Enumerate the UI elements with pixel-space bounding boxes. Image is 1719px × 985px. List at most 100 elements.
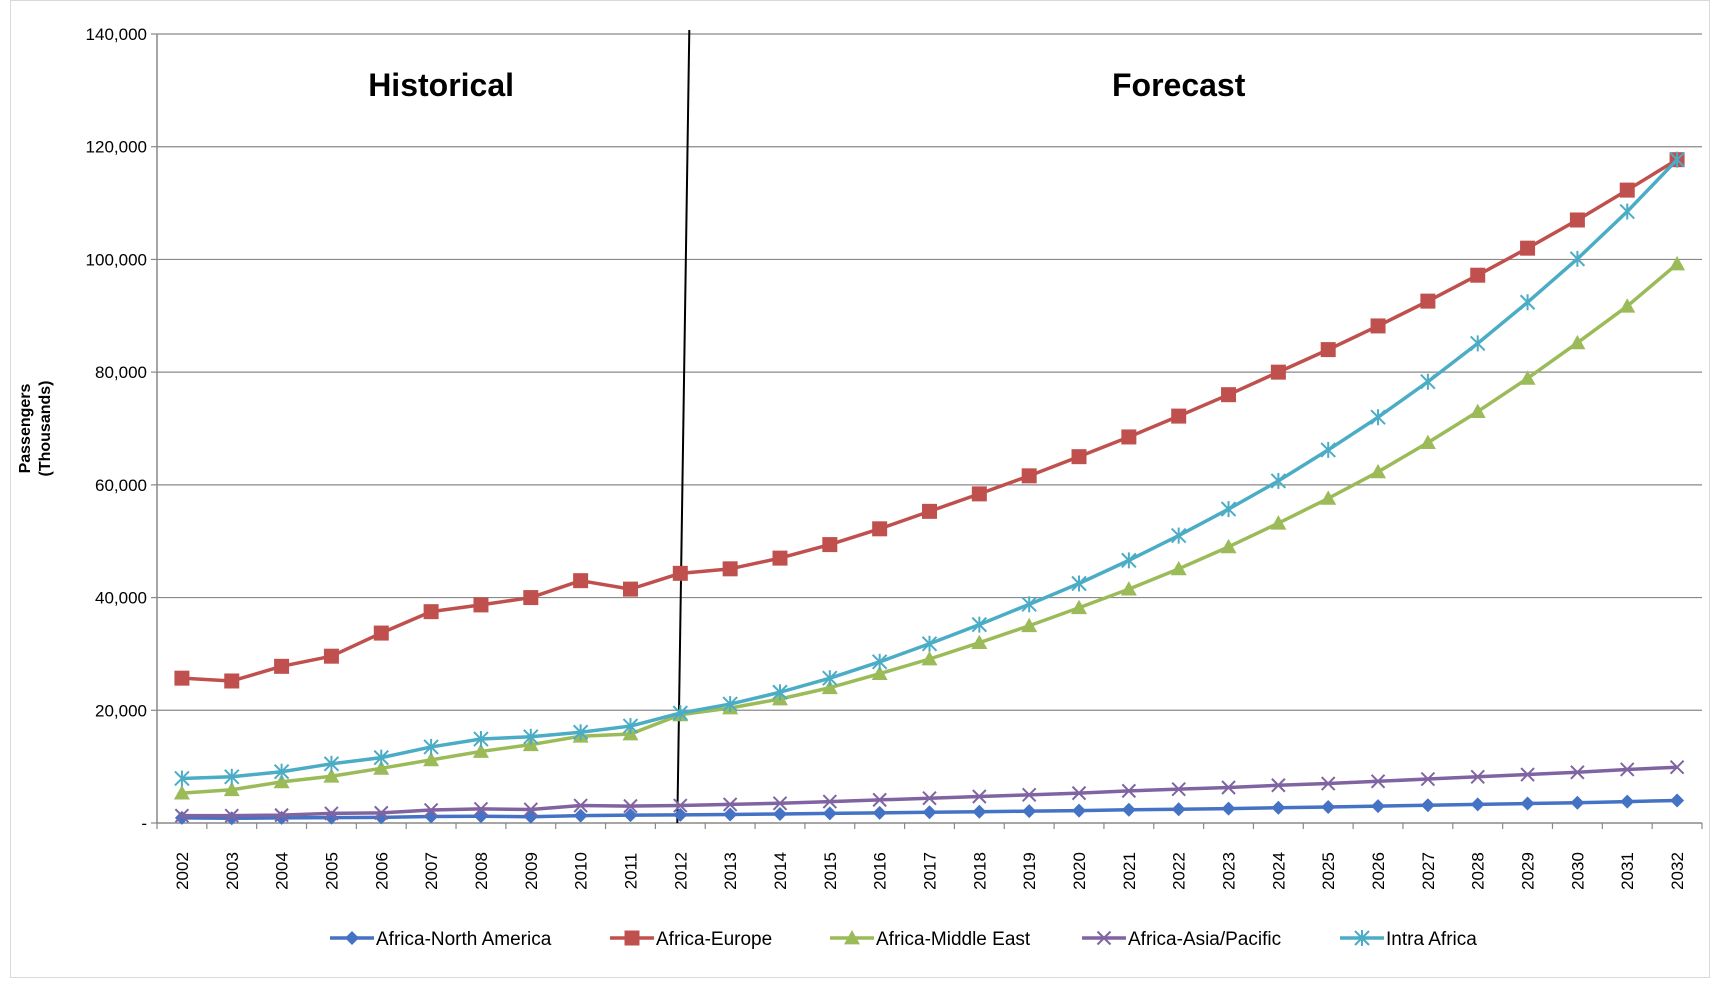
data-point (1170, 527, 1187, 544)
data-point (1320, 441, 1336, 458)
data-point (722, 561, 738, 577)
y-tick-label: 120,000 (86, 138, 147, 157)
legend-item: Intra Africa (1340, 929, 1477, 950)
data-point (1320, 342, 1336, 358)
x-tick-label: 2025 (1319, 852, 1338, 890)
x-tick-label: 2016 (871, 852, 890, 890)
data-point (572, 724, 589, 741)
data-point (872, 805, 887, 820)
data-point (1469, 403, 1486, 418)
region-label: Historical (368, 67, 514, 103)
data-point (822, 794, 838, 809)
data-point (1121, 429, 1137, 445)
data-point (871, 665, 888, 681)
data-point (822, 806, 837, 821)
x-tick-label: 2029 (1519, 852, 1538, 890)
data-point (772, 796, 788, 811)
data-point (1419, 434, 1436, 449)
data-point (1520, 767, 1535, 782)
data-point (1470, 267, 1486, 283)
data-point (1321, 799, 1336, 814)
data-point (1519, 294, 1536, 311)
data-point (1620, 794, 1635, 809)
data-point (1619, 298, 1636, 313)
data-point (1022, 804, 1037, 819)
y-axis-title-line: (Thousands) (37, 381, 54, 477)
data-point (772, 806, 787, 821)
data-point (1071, 575, 1087, 592)
legend-label: Africa-Europe (656, 929, 772, 950)
x-tick-label: 2028 (1469, 852, 1488, 890)
data-point (1021, 468, 1037, 484)
data-point (1221, 387, 1237, 403)
data-point (224, 673, 240, 689)
data-point (273, 773, 290, 789)
data-point (473, 597, 489, 613)
legend-marker (1354, 930, 1370, 946)
data-point (1520, 240, 1536, 256)
data-point (822, 537, 838, 553)
x-tick-label: 2020 (1070, 852, 1089, 890)
data-point (373, 760, 390, 775)
legend-item: Africa-North America (330, 929, 552, 950)
data-point (323, 768, 340, 783)
data-point (822, 670, 838, 687)
data-point (1570, 765, 1585, 780)
data-point (1420, 293, 1436, 309)
x-tick-label: 2021 (1120, 852, 1139, 890)
data-point (722, 797, 738, 812)
x-tick-label: 2027 (1419, 852, 1438, 890)
data-point (1071, 785, 1087, 801)
series-africa-middle-east (173, 255, 1686, 800)
data-point (1420, 373, 1436, 390)
data-point (1221, 780, 1236, 795)
data-point (1420, 771, 1436, 787)
data-point (473, 801, 489, 817)
data-point (1170, 560, 1187, 576)
data-point (1669, 151, 1685, 168)
data-point (173, 785, 190, 800)
data-point (922, 790, 937, 806)
data-point (772, 684, 788, 701)
data-point (224, 768, 240, 785)
data-point (1270, 472, 1287, 489)
data-point (1370, 774, 1386, 789)
data-point (1320, 490, 1337, 505)
data-point (273, 763, 290, 780)
y-tick-label: 20,000 (95, 701, 147, 720)
data-point (1371, 799, 1386, 814)
x-tick-label: 2014 (771, 852, 790, 890)
data-point (1620, 762, 1635, 777)
data-point (921, 635, 938, 652)
data-point (274, 807, 289, 823)
series-intra-africa (174, 151, 1685, 787)
x-tick-label: 2018 (970, 852, 989, 890)
data-point (523, 802, 538, 817)
data-point (523, 809, 538, 824)
data-point (1220, 538, 1237, 554)
data-point (1370, 318, 1386, 334)
data-point (1021, 596, 1037, 613)
data-point (224, 808, 239, 823)
data-point (623, 798, 638, 814)
data-point (274, 658, 290, 674)
x-tick-label: 2026 (1369, 852, 1388, 890)
data-point (972, 804, 987, 819)
data-point (1619, 182, 1635, 198)
legend-item: Africa-Asia/Pacific (1082, 929, 1281, 950)
x-tick-label: 2006 (372, 852, 391, 890)
data-point (1569, 250, 1586, 267)
data-point (323, 755, 340, 772)
data-point (971, 616, 988, 633)
data-point (1071, 599, 1088, 615)
data-point (922, 503, 937, 519)
data-point (472, 743, 489, 758)
x-tick-label: 2015 (821, 852, 840, 890)
region-label: Forecast (1112, 67, 1246, 103)
legend-label: Africa-Asia/Pacific (1128, 929, 1281, 950)
data-point (1271, 778, 1286, 793)
data-point (174, 808, 190, 823)
data-point (174, 770, 190, 787)
data-point (1669, 759, 1685, 775)
